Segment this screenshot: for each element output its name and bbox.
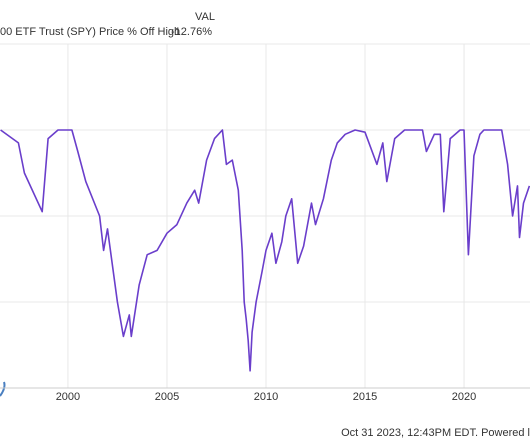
series-line — [0, 129, 530, 372]
x-tick-label: 2000 — [56, 391, 80, 403]
legend-series-name: 00 ETF Trust (SPY) Price % Off High — [0, 26, 180, 38]
x-tick-label: 2020 — [452, 391, 476, 403]
legend-header: VAL — [195, 11, 215, 23]
legend-value: -12.76% — [171, 26, 212, 38]
x-tick-label: 2015 — [353, 391, 377, 403]
logo-fragment — [0, 381, 6, 397]
x-tick-label: 2005 — [155, 391, 179, 403]
footer: Oct 31 2023, 12:43PM EDT. Powered l — [341, 427, 530, 439]
x-tick-label: 2010 — [254, 391, 278, 403]
